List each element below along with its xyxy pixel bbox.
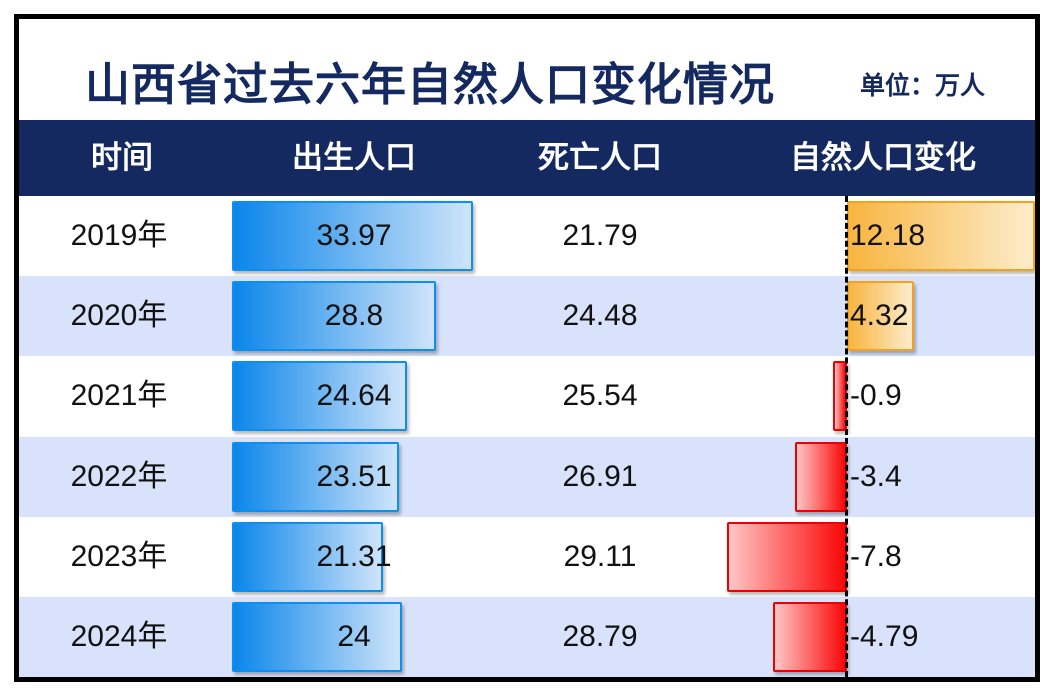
page-title: 山西省过去六年自然人口变化情况 (85, 58, 776, 110)
positive-change-bar (847, 281, 914, 352)
negative-change-bar (773, 601, 847, 672)
year-label: 2023年 (70, 539, 168, 573)
column-header-births: 出生人口 (292, 140, 416, 175)
death-value-label: 25.54 (562, 379, 638, 413)
column-header-change: 自然人口变化 (790, 140, 976, 175)
birth-value-label: 23.51 (316, 459, 392, 493)
birth-bar (232, 441, 399, 512)
negative-change-bar (795, 441, 847, 512)
year-label: 2021年 (70, 379, 168, 413)
death-value-label: 21.79 (562, 219, 638, 252)
birth-bar (232, 361, 407, 432)
birth-value-label: 24.64 (316, 379, 392, 413)
death-value-label: 24.48 (562, 299, 638, 333)
year-label: 2024年 (70, 619, 168, 653)
year-label: 2022年 (70, 459, 168, 493)
change-value-label: -4.79 (850, 619, 919, 653)
table-row: 2024年 24 28.79 -4.79 (19, 596, 1035, 678)
header-row: 时间 出生人口 死亡人口 自然人口变化 (19, 120, 1035, 196)
change-value-label: -3.4 (850, 459, 902, 493)
table-row: 2020年 28.8 24.48 4.32 (19, 276, 1035, 357)
positive-change-bar (847, 201, 1035, 271)
death-value-label: 29.11 (563, 539, 637, 573)
birth-bar (232, 201, 473, 271)
year-label: 2020年 (70, 299, 168, 333)
unit-label: 单位：万人 (859, 72, 985, 100)
death-value-label: 26.91 (562, 459, 638, 493)
negative-change-bar (727, 521, 847, 592)
table-row: 2019年 33.97 21.79 12.18 (19, 196, 1035, 277)
table-row: 2021年 24.64 25.54 -0.9 (19, 356, 1035, 437)
table-row: 2023年 21.31 29.11 -7.8 (19, 516, 1035, 597)
zero-axis-line (845, 196, 848, 677)
death-value-label: 28.79 (562, 619, 638, 653)
change-value-label: 4.32 (850, 299, 909, 333)
change-value-label: -0.9 (850, 379, 902, 413)
year-label: 2019年 (70, 219, 168, 252)
infographic-frame: 山西省过去六年自然人口变化情况 单位：万人 时间 出生人口 死亡人口 自然人口变… (14, 14, 1040, 682)
change-value-label: -7.8 (850, 539, 902, 573)
column-header-time: 时间 (91, 140, 153, 175)
birth-bar (232, 601, 402, 672)
column-header-deaths: 死亡人口 (538, 140, 662, 175)
birth-bar (232, 281, 436, 352)
rows-container: 2019年 33.97 21.79 12.18 2020年 28.8 24.48 4.32 20… (19, 196, 1035, 678)
birth-value-label: 33.97 (316, 219, 392, 252)
title-bar: 山西省过去六年自然人口变化情况 单位：万人 (19, 19, 1035, 120)
change-value-label: 12.18 (850, 219, 926, 252)
birth-bar (232, 521, 383, 592)
birth-value-label: 24 (337, 619, 371, 653)
birth-value-label: 21.31 (316, 539, 392, 573)
birth-value-label: 28.8 (324, 299, 384, 333)
table-row: 2022年 23.51 26.91 -3.4 (19, 436, 1035, 517)
